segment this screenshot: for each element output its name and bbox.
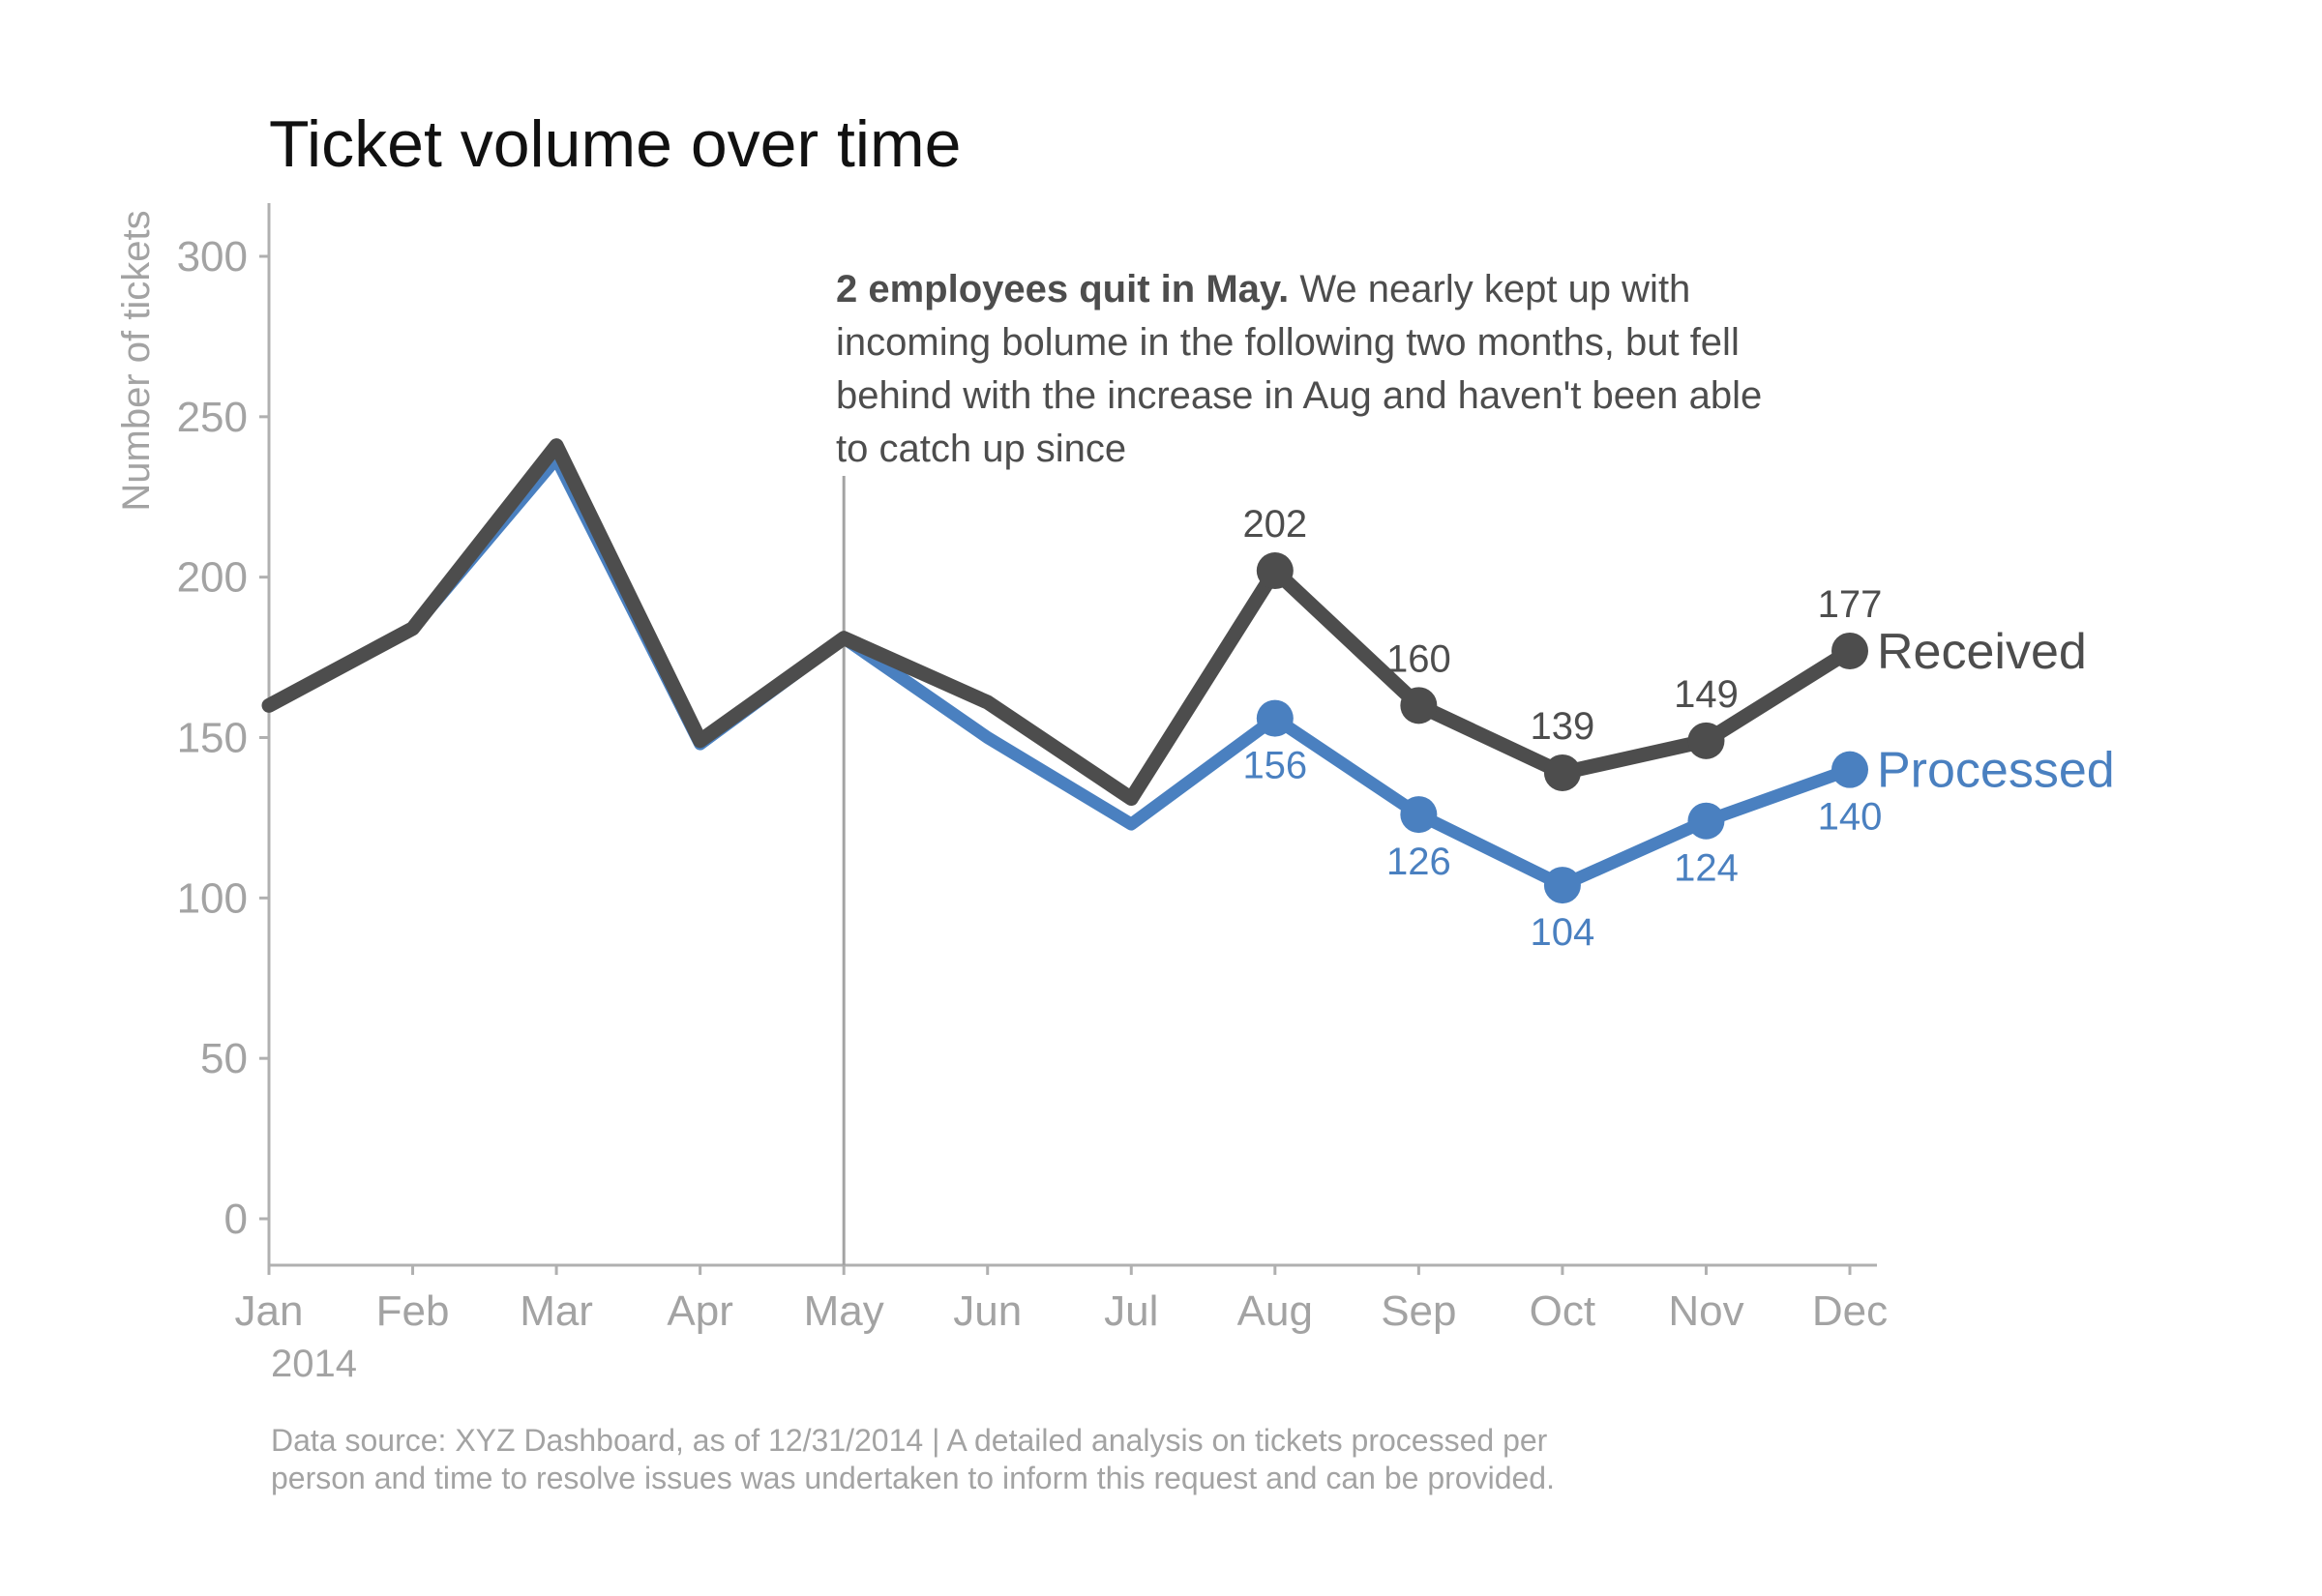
annotation-line-1: We nearly kept up with (1289, 268, 1690, 310)
year-label: 2014 (271, 1343, 357, 1385)
x-tick-label: Dec (1812, 1287, 1888, 1335)
annotation-line-2: incoming bolume in the following two mon… (836, 321, 1740, 364)
x-tick-label: Jul (1104, 1287, 1158, 1335)
data-point (1400, 687, 1438, 724)
series-line-received (261, 438, 1858, 807)
y-tick-label: 0 (224, 1196, 248, 1243)
x-tick-label: Apr (667, 1287, 732, 1335)
x-tick-label: Mar (520, 1287, 593, 1335)
y-tick-label: 100 (177, 874, 248, 922)
annotation: 2 employees quit in May. We nearly kept … (836, 268, 1772, 1265)
y-axis-title: Number of tickets (115, 210, 158, 511)
tick-labels: 0 50 100 150 200 250 300 Jan Feb Mar Apr May Jun Jul A… (177, 233, 1889, 1335)
annotation-bold: 2 employees quit in May. (836, 268, 1289, 310)
data-point (1687, 722, 1725, 759)
y-tick-label: 300 (177, 233, 248, 281)
x-tick-label: Aug (1237, 1287, 1313, 1335)
series-label-received: Received (1877, 624, 2087, 680)
x-tick-label: Jan (235, 1287, 304, 1335)
x-tick-label: Sep (1381, 1287, 1456, 1335)
data-point (1400, 796, 1438, 834)
data-point (1543, 754, 1581, 791)
data-label: 124 (1674, 847, 1739, 890)
y-tick-label: 150 (177, 715, 248, 762)
data-label: 139 (1531, 705, 1595, 748)
data-point (1831, 632, 1868, 669)
source-line-2: person and time to resolve issues was un… (271, 1461, 1555, 1495)
y-tick-label: 200 (177, 554, 248, 602)
source-note: Data source: XYZ Dashboard, as of 12/31/… (271, 1423, 1556, 1495)
chart-title: Ticket volume over time (269, 107, 961, 181)
data-label: 126 (1386, 841, 1451, 883)
data-label: 149 (1674, 673, 1739, 716)
x-tick-label: Nov (1668, 1287, 1743, 1335)
y-tick-label: 50 (200, 1035, 248, 1082)
data-point (1256, 552, 1294, 590)
series-label-processed: Processed (1877, 743, 2115, 799)
annotation-line-3: behind with the increase in Aug and have… (836, 374, 1762, 417)
data-point (1256, 699, 1294, 737)
data-label: 140 (1818, 796, 1883, 839)
y-tick-label: 250 (177, 394, 248, 441)
x-tick-label: Jun (953, 1287, 1022, 1335)
data-point (1543, 867, 1581, 904)
data-label: 177 (1818, 583, 1883, 626)
source-line-1: Data source: XYZ Dashboard, as of 12/31/… (271, 1423, 1548, 1458)
annotation-line-4: to catch up since (836, 428, 1126, 470)
axes (259, 203, 1877, 1275)
data-label: 104 (1531, 911, 1595, 954)
data-point (1831, 751, 1868, 788)
data-label: 156 (1242, 745, 1307, 787)
data-label: 160 (1386, 637, 1451, 680)
data-point (1687, 802, 1725, 840)
data-label: 202 (1242, 503, 1307, 546)
x-tick-label: Feb (376, 1287, 450, 1335)
x-tick-label: May (804, 1287, 884, 1335)
x-tick-label: Oct (1530, 1287, 1595, 1335)
annotation-text: 2 employees quit in May. We nearly kept … (836, 268, 1772, 470)
series-line-processed (262, 452, 1857, 892)
